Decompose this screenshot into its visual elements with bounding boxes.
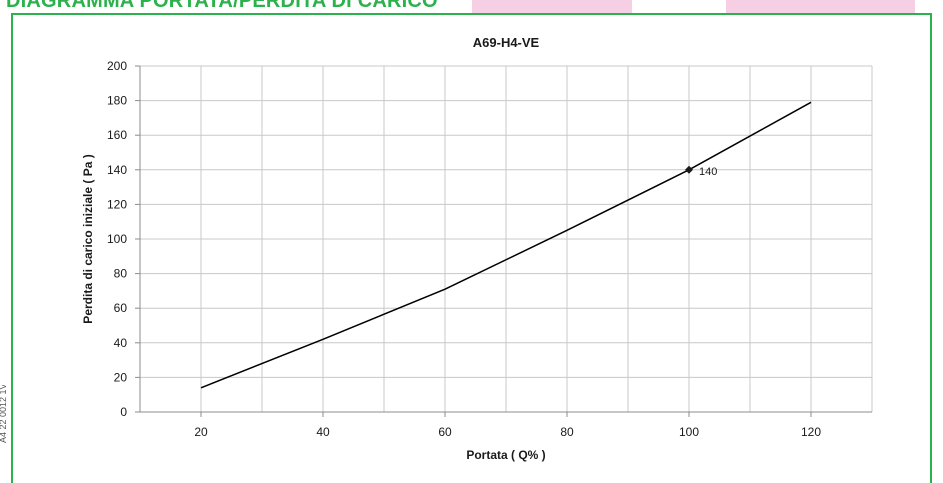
data-label: 140 (699, 166, 717, 178)
chart-title: A69-H4-VE (473, 35, 540, 50)
y-tick-label: 160 (107, 128, 127, 142)
y-tick-label: 0 (120, 405, 127, 419)
x-tick-label: 100 (679, 425, 699, 439)
y-axis-label: Perdita di carico iniziale ( Pa ) (81, 154, 95, 323)
annotation-marker (685, 166, 693, 174)
y-tick-label: 180 (107, 94, 127, 108)
y-tick-label: 120 (107, 197, 127, 211)
x-tick-label: 80 (560, 425, 574, 439)
x-tick-label: 60 (438, 425, 452, 439)
x-axis-label: Portata ( Q% ) (466, 448, 545, 462)
y-tick-label: 20 (114, 370, 128, 384)
y-tick-label: 200 (107, 59, 127, 73)
y-tick-label: 80 (114, 267, 128, 281)
y-tick-label: 60 (114, 301, 128, 315)
y-tick-label: 40 (114, 336, 128, 350)
x-tick-label: 40 (316, 425, 330, 439)
x-tick-label: 120 (801, 425, 821, 439)
annotations: 140 (685, 166, 717, 178)
y-tick-label: 100 (107, 232, 127, 246)
axes (135, 66, 872, 417)
x-tick-label: 20 (194, 425, 208, 439)
y-tick-label: 140 (107, 163, 127, 177)
gridlines (140, 66, 872, 412)
